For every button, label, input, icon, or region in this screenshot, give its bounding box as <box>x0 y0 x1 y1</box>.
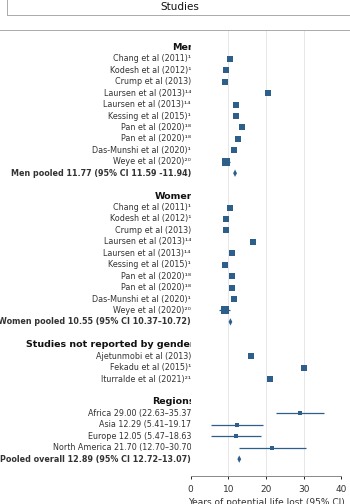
Text: Kodesh et al (2012)¹³: Kodesh et al (2012)¹³ <box>110 214 194 223</box>
Text: Europe 12.05 (5.47–18.63): Europe 12.05 (5.47–18.63) <box>88 432 194 441</box>
Text: Kodesh et al (2012)¹³: Kodesh et al (2012)¹³ <box>110 66 194 75</box>
Text: Chang et al (2011)¹¹: Chang et al (2011)¹¹ <box>113 203 194 212</box>
Text: Pan et al (2020)¹⁸ᵈ: Pan et al (2020)¹⁸ᵈ <box>121 135 194 144</box>
Text: Das-Munshi et al (2020)¹⁹: Das-Munshi et al (2020)¹⁹ <box>92 146 194 155</box>
X-axis label: Years of potential life lost (95% CI): Years of potential life lost (95% CI) <box>188 498 344 504</box>
Text: Women: Women <box>155 192 194 201</box>
Text: Africa 29.00 (22.63–35.37): Africa 29.00 (22.63–35.37) <box>88 409 194 418</box>
Text: Chang et al (2011)¹¹: Chang et al (2011)¹¹ <box>113 54 194 64</box>
Text: Ajetunmobi et al (2013)⁷: Ajetunmobi et al (2013)⁷ <box>96 352 194 361</box>
Text: Pooled overall 12.89 (95% CI 12.72–13.07)ᶠ: Pooled overall 12.89 (95% CI 12.72–13.07… <box>0 455 194 464</box>
Text: Studies not reported by gender: Studies not reported by gender <box>26 340 194 349</box>
Polygon shape <box>233 169 237 177</box>
Text: Asia 12.29 (5.41–19.17): Asia 12.29 (5.41–19.17) <box>99 420 194 429</box>
Text: Crump et al (2013)³: Crump et al (2013)³ <box>115 77 194 86</box>
Text: Weye et al (2020)²⁰ᵉ: Weye et al (2020)²⁰ᵉ <box>113 157 194 166</box>
Text: Pan et al (2020)¹⁸ᵈ: Pan et al (2020)¹⁸ᵈ <box>121 283 194 292</box>
Polygon shape <box>229 318 232 326</box>
Text: Crump et al (2013)³: Crump et al (2013)³ <box>115 226 194 235</box>
Text: Kessing et al (2015)¹⁷: Kessing et al (2015)¹⁷ <box>108 111 194 120</box>
Text: Iturralde et al (2021)²¹ᶟ: Iturralde et al (2021)²¹ᶟ <box>101 374 194 384</box>
Text: Women pooled 10.55 (95% CI 10.37–10.72)ᶠ: Women pooled 10.55 (95% CI 10.37–10.72)ᶠ <box>0 318 194 327</box>
Text: Laursen et al (2013)¹⁴ᵃ: Laursen et al (2013)¹⁴ᵃ <box>104 89 194 98</box>
Text: Men pooled 11.77 (95% CI 11.59 -11.94)ᶠ: Men pooled 11.77 (95% CI 11.59 -11.94)ᶠ <box>11 169 194 178</box>
Text: Laursen et al (2013)¹⁴ᵇ: Laursen et al (2013)¹⁴ᵇ <box>103 249 194 258</box>
Text: Pan et al (2020)¹⁸ᶜ: Pan et al (2020)¹⁸ᶜ <box>121 272 194 281</box>
Text: Weye et al (2020)²⁰ᵉ: Weye et al (2020)²⁰ᵉ <box>113 306 194 315</box>
Text: Laursen et al (2013)¹⁴ᵃ: Laursen et al (2013)¹⁴ᵃ <box>104 237 194 246</box>
Text: Fekadu et al (2015)¹⁵: Fekadu et al (2015)¹⁵ <box>110 363 194 372</box>
Text: North America 21.70 (12.70–30.70): North America 21.70 (12.70–30.70) <box>52 443 194 452</box>
Text: Kessing et al (2015)¹⁷: Kessing et al (2015)¹⁷ <box>108 260 194 269</box>
Text: Regions: Regions <box>152 398 194 406</box>
Text: Das-Munshi et al (2020)¹⁹: Das-Munshi et al (2020)¹⁹ <box>92 294 194 303</box>
Polygon shape <box>237 456 241 463</box>
Text: Pan et al (2020)¹⁸ᶜ: Pan et al (2020)¹⁸ᶜ <box>121 123 194 132</box>
Text: Laursen et al (2013)¹⁴ᵇ: Laursen et al (2013)¹⁴ᵇ <box>103 100 194 109</box>
Text: Men: Men <box>172 43 194 52</box>
Text: Studies: Studies <box>160 2 199 12</box>
